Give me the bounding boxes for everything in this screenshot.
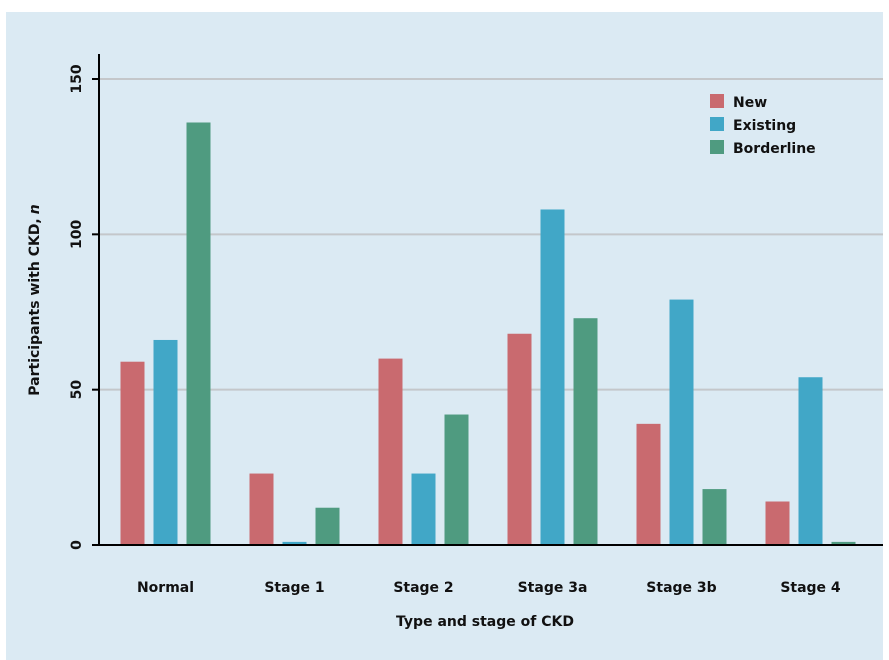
y-axis-title-italic: n (27, 204, 43, 214)
bar-borderline-4 (702, 489, 727, 545)
bar-existing-4 (669, 299, 694, 545)
bar-new-5 (765, 501, 790, 545)
bar-borderline-0 (186, 122, 211, 545)
bar-borderline-1 (315, 507, 340, 545)
y-tick-label: 50 (69, 380, 85, 400)
bar-new-0 (120, 361, 145, 545)
legend-swatch-existing (710, 117, 724, 131)
x-tick-label: Stage 3a (518, 580, 588, 596)
legend-label-borderline: Borderline (733, 141, 816, 157)
bar-existing-1 (282, 541, 307, 545)
legend-label-new: New (733, 95, 767, 111)
y-axis-title-main: Participants with CKD, (27, 218, 43, 396)
y-tick-label: 0 (69, 540, 85, 550)
gridlines (99, 78, 883, 391)
x-tick-label: Stage 3b (646, 580, 716, 596)
x-axis-title: Type and stage of CKD (396, 614, 574, 630)
axes (98, 54, 883, 546)
bar-existing-0 (153, 339, 178, 545)
chart-figure: 0 50 100 150 Normal Stage 1 Stage 2 Stage 3a St… (6, 12, 883, 660)
bar-borderline-2 (444, 414, 469, 545)
bar-existing-2 (411, 473, 436, 545)
x-tick-label: Stage 2 (393, 580, 453, 596)
legend-swatch-new (710, 94, 724, 108)
legend-label-existing: Existing (733, 118, 796, 134)
x-tick-label: Normal (137, 580, 194, 596)
bar-new-2 (378, 358, 403, 545)
bars (120, 122, 856, 546)
x-tick-label: Stage 1 (264, 580, 324, 596)
bar-chart: 0 50 100 150 Normal Stage 1 Stage 2 Stage 3a St… (27, 54, 883, 630)
legend: New Existing Borderline (710, 94, 816, 157)
y-tick-labels: 0 50 100 150 (69, 64, 99, 550)
bar-borderline-5 (831, 541, 856, 545)
bar-new-1 (249, 473, 274, 545)
y-tick-label: 100 (69, 219, 85, 248)
x-tick-labels: Normal Stage 1 Stage 2 Stage 3a Stage 3b Stag… (137, 580, 841, 596)
y-axis-title: Participants with CKD, n (27, 204, 43, 396)
bar-borderline-3 (573, 318, 598, 545)
bar-new-4 (636, 423, 661, 545)
legend-swatch-borderline (710, 140, 724, 154)
bar-existing-3 (540, 209, 565, 546)
y-tick-label: 150 (69, 64, 85, 93)
x-tick-label: Stage 4 (780, 580, 841, 596)
bar-new-3 (507, 333, 532, 545)
bar-existing-5 (798, 377, 823, 545)
